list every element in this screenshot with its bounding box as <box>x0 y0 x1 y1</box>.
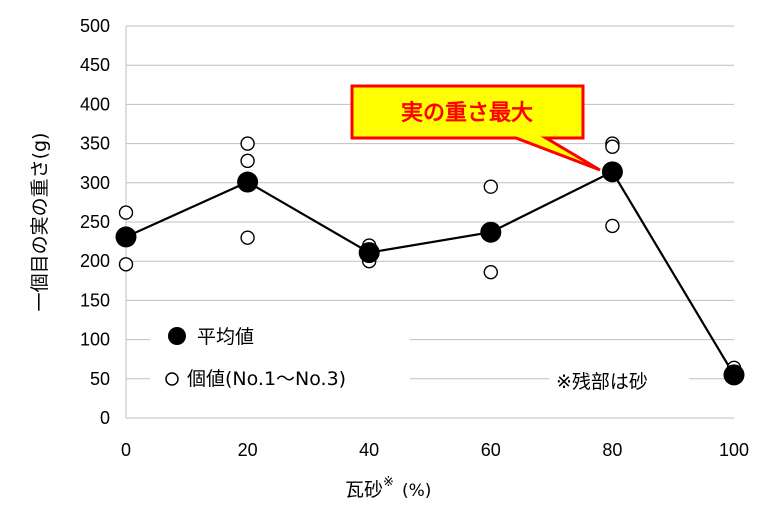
x-axis-title-main: 瓦砂 <box>345 479 383 501</box>
note-background <box>549 366 689 396</box>
individual-point <box>483 264 498 280</box>
callout: 実の重さ最大 <box>350 84 601 172</box>
individual-point <box>240 153 255 169</box>
y-tick-label: 200 <box>80 251 110 271</box>
individual-point <box>240 136 255 151</box>
x-tick-label: 100 <box>719 440 749 460</box>
series-mean-points <box>115 161 745 386</box>
mean-point <box>237 171 259 193</box>
individual-point <box>483 179 498 194</box>
individual-point <box>605 218 620 234</box>
legend-label-individual: 個値(No.1〜No.3) <box>187 368 346 390</box>
series-mean-line <box>125 170 735 376</box>
legend-marker-individual <box>165 372 179 386</box>
mean-point <box>115 226 137 248</box>
x-tick-label: 60 <box>481 440 501 460</box>
y-tick-label: 0 <box>100 408 110 428</box>
y-tick-label: 450 <box>80 55 110 75</box>
mean-point <box>601 161 623 183</box>
tick-labels: 0 50 100 150 200 250 300 350 400 450 500 0 20 40 60 80 1… <box>80 16 749 460</box>
x-axis-title: 瓦砂 ※ (%) <box>345 475 431 501</box>
y-tick-label: 350 <box>80 134 110 154</box>
legend-marker-mean <box>168 327 186 345</box>
callout-bubble <box>350 84 601 172</box>
x-axis-title-unit: (%) <box>402 481 431 501</box>
note-text: ※残部は砂 <box>556 371 648 393</box>
individual-point <box>240 230 255 245</box>
y-axis-title: 一個目の実の重さ(g) <box>29 133 51 312</box>
callout-text: 実の重さ最大 <box>401 100 533 126</box>
legend: 平均値 個値(No.1〜No.3) <box>150 318 410 390</box>
legend-background <box>150 318 410 390</box>
y-tick-label: 400 <box>80 94 110 114</box>
y-tick-label: 500 <box>80 16 110 36</box>
individual-point <box>118 257 134 272</box>
x-tick-label: 20 <box>238 440 258 460</box>
y-tick-label: 300 <box>80 173 110 193</box>
x-axis-title-superscript: ※ <box>383 475 394 490</box>
y-tick-label: 250 <box>80 212 110 232</box>
x-tick-label: 40 <box>359 440 379 460</box>
y-tick-label: 100 <box>80 330 110 350</box>
legend-label-mean: 平均値 <box>197 326 254 348</box>
x-tick-label: 0 <box>121 440 131 460</box>
individual-point <box>118 205 134 220</box>
individual-point <box>605 139 620 154</box>
mean-point <box>723 364 745 386</box>
axes <box>125 26 734 419</box>
y-tick-label: 50 <box>90 369 110 389</box>
mean-line <box>125 170 735 376</box>
y-tick-label: 150 <box>80 290 110 310</box>
mean-point <box>358 242 380 264</box>
x-tick-label: 80 <box>602 440 622 460</box>
mean-point <box>480 221 502 243</box>
